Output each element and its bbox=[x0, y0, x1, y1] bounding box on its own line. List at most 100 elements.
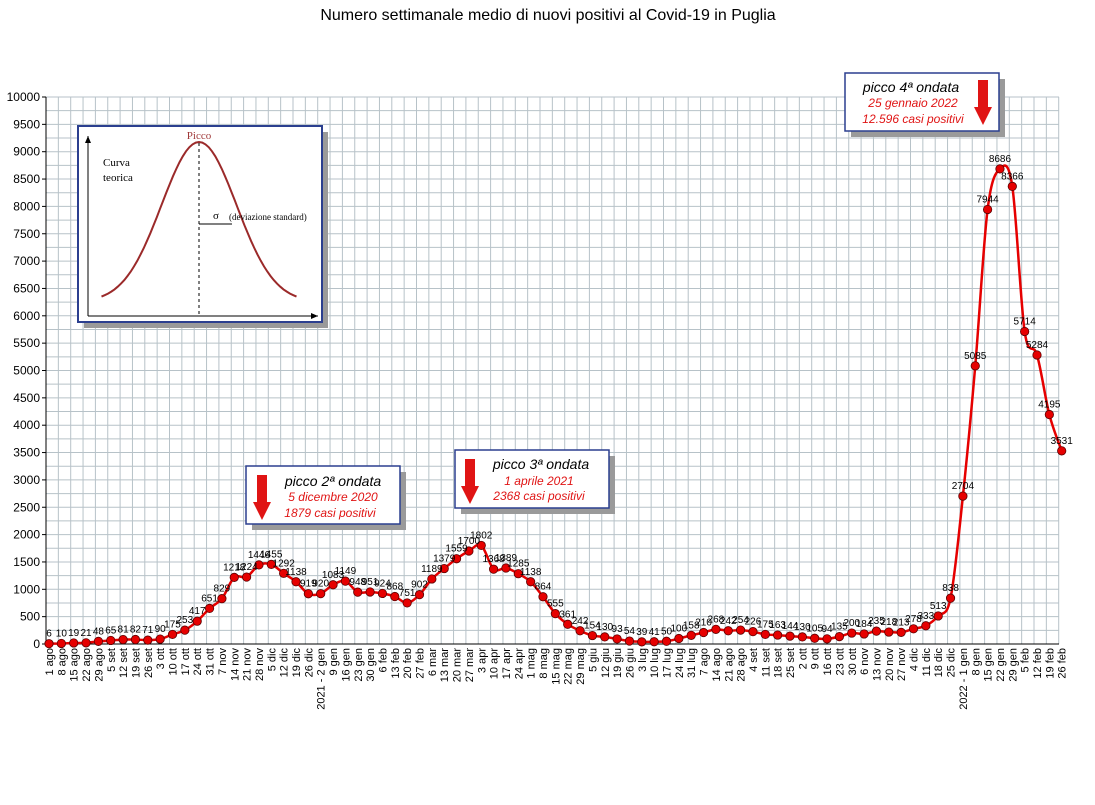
data-label: 254 bbox=[732, 615, 749, 626]
data-label: 105 bbox=[806, 623, 823, 634]
data-label: 919 bbox=[300, 579, 317, 590]
y-tick-label: 4500 bbox=[13, 391, 40, 405]
x-tick-label: 27 feb bbox=[415, 648, 427, 679]
x-tick-label: 5 set bbox=[106, 648, 118, 672]
data-label: 513 bbox=[930, 601, 947, 612]
data-point bbox=[488, 564, 499, 574]
x-tick-label: 19 set bbox=[130, 648, 142, 678]
data-label: 4195 bbox=[1038, 400, 1061, 411]
data-label: 1292 bbox=[273, 558, 296, 569]
data-point bbox=[674, 633, 684, 644]
x-tick-label: 19 dic bbox=[291, 648, 303, 678]
x-tick-label: 20 nov bbox=[884, 648, 896, 682]
data-label: 3531 bbox=[1051, 436, 1074, 447]
y-tick-label: 8000 bbox=[13, 199, 40, 213]
x-tick-label: 12 giu bbox=[600, 648, 612, 678]
data-label: 1368 bbox=[482, 554, 505, 565]
data-label: 5714 bbox=[1014, 316, 1037, 327]
data-point bbox=[575, 626, 585, 636]
data-point bbox=[192, 616, 202, 626]
y-tick-label: 7000 bbox=[13, 254, 40, 268]
data-point bbox=[538, 592, 548, 602]
annotation-peak-3-cases: 2368 casi positivi bbox=[492, 489, 585, 503]
x-tick-label: 6 feb bbox=[377, 648, 389, 672]
data-label: 54 bbox=[624, 626, 636, 637]
data-point bbox=[155, 634, 165, 644]
data-point bbox=[414, 590, 425, 600]
data-point bbox=[686, 630, 696, 640]
data-label: 1285 bbox=[507, 559, 530, 570]
data-point bbox=[69, 638, 79, 648]
data-label: 100 bbox=[671, 624, 688, 635]
data-label: 417 bbox=[189, 606, 206, 617]
data-point bbox=[933, 611, 943, 621]
down-arrow-icon bbox=[253, 475, 271, 520]
data-point bbox=[698, 627, 709, 638]
data-label: 1149 bbox=[335, 566, 357, 577]
x-tick-label: 17 apr bbox=[501, 648, 513, 680]
data-label: 41 bbox=[649, 627, 661, 638]
inset-x-arrow bbox=[311, 313, 318, 319]
x-tick-label: 2 ott bbox=[797, 648, 809, 669]
data-label: 1802 bbox=[470, 530, 493, 541]
y-tick-label: 3500 bbox=[13, 446, 40, 460]
data-label: 6 bbox=[46, 629, 52, 640]
data-point bbox=[587, 630, 598, 641]
data-point bbox=[612, 634, 622, 644]
data-label: 278 bbox=[905, 614, 922, 625]
data-label: 218 bbox=[880, 617, 897, 628]
data-point bbox=[958, 491, 968, 501]
data-label: 864 bbox=[535, 582, 552, 593]
x-tick-label: 9 gen bbox=[328, 648, 340, 676]
data-point bbox=[1044, 409, 1054, 420]
data-point bbox=[550, 609, 560, 619]
y-tick-label: 8500 bbox=[13, 172, 40, 186]
data-label: 48 bbox=[93, 626, 105, 637]
data-point bbox=[377, 588, 388, 599]
data-point bbox=[303, 589, 313, 599]
data-point bbox=[847, 628, 857, 638]
y-tick-label: 500 bbox=[20, 610, 40, 624]
inset-y-arrow bbox=[85, 136, 91, 143]
data-label: 8366 bbox=[1001, 171, 1024, 182]
data-point bbox=[982, 204, 993, 215]
annotation-peak-4-cases: 12.596 casi positivi bbox=[862, 112, 964, 126]
data-point bbox=[1057, 446, 1067, 456]
data-label: 751 bbox=[399, 588, 416, 599]
data-label: 651 bbox=[201, 593, 218, 604]
annotation-peak-2-date: 5 dicembre 2020 bbox=[288, 490, 378, 504]
x-tick-label: 13 feb bbox=[390, 648, 402, 679]
data-label: 158 bbox=[683, 620, 700, 631]
data-point bbox=[1007, 181, 1017, 191]
x-tick-label: 8 ago bbox=[56, 648, 68, 676]
data-point bbox=[723, 626, 733, 636]
data-label: 213 bbox=[893, 617, 910, 628]
data-point bbox=[118, 634, 128, 645]
x-tick-label: 11 set bbox=[760, 648, 772, 677]
x-tick-label: 10 lug bbox=[649, 648, 661, 678]
data-point bbox=[563, 619, 573, 629]
x-tick-label: 10 ott bbox=[168, 648, 180, 676]
x-tick-label: 19 feb bbox=[1044, 648, 1056, 679]
x-tick-label: 16 gen bbox=[340, 648, 352, 682]
x-tick-label: 24 apr bbox=[513, 648, 525, 680]
data-label: 242 bbox=[572, 616, 589, 627]
x-tick-label: 2022 - 1 gen bbox=[958, 648, 970, 710]
x-tick-label: 17 ott bbox=[180, 648, 192, 676]
y-tick-label: 3000 bbox=[13, 473, 40, 487]
data-label: 920 bbox=[312, 579, 329, 590]
x-tick-label: 30 ott bbox=[847, 648, 859, 676]
data-label: 829 bbox=[214, 584, 231, 595]
data-point bbox=[93, 636, 104, 646]
data-point bbox=[513, 569, 523, 579]
x-tick-label: 8 mag bbox=[538, 648, 550, 679]
x-tick-label: 31 ott bbox=[205, 648, 217, 676]
data-label: 555 bbox=[547, 599, 564, 610]
x-tick-label: 10 apr bbox=[489, 648, 501, 680]
x-tick-label: 30 gen bbox=[365, 648, 377, 682]
x-tick-label: 12 set bbox=[118, 648, 130, 678]
data-point bbox=[735, 625, 746, 635]
y-tick-label: 2500 bbox=[13, 500, 40, 514]
x-tick-label: 23 ott bbox=[834, 648, 846, 676]
data-point bbox=[254, 560, 264, 570]
